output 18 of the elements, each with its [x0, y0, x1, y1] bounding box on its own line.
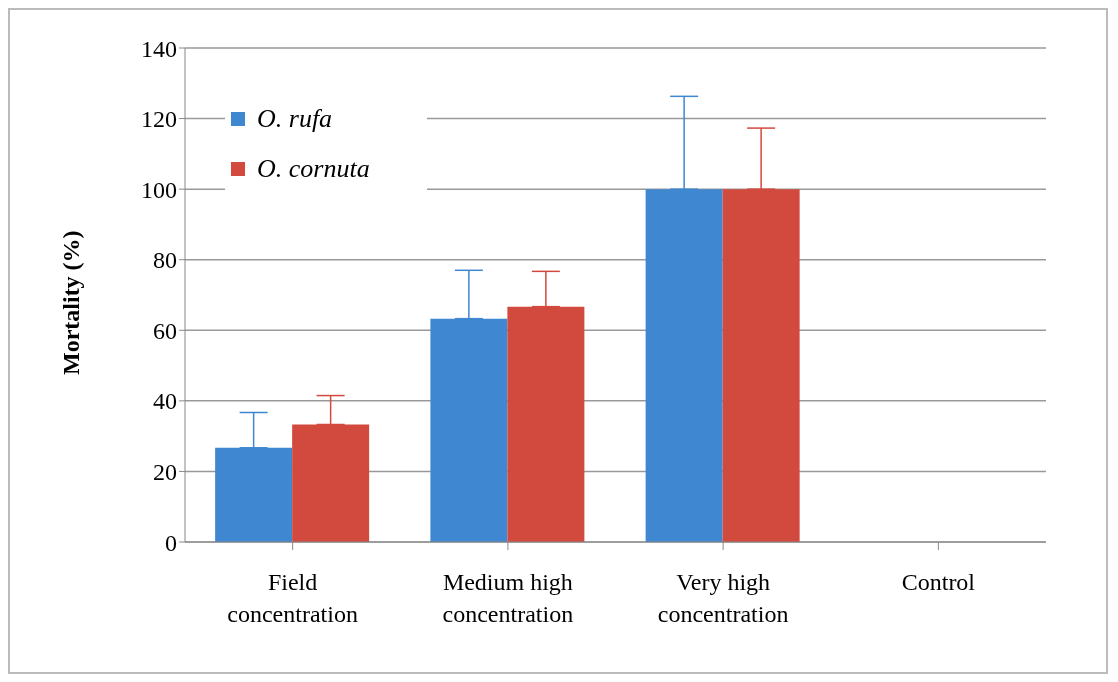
legend-label: O. rufa: [257, 104, 333, 134]
y-tick-label: 60: [153, 317, 177, 344]
x-tick-label: Control: [901, 569, 976, 595]
x-tick-label: Very high concentration: [657, 569, 789, 627]
bar: [215, 447, 293, 542]
y-tick-label: 140: [141, 35, 177, 62]
x-tick-label: Medium high concentration: [442, 569, 574, 627]
y-tick-label: 40: [153, 388, 177, 415]
y-tick-label: 100: [141, 176, 177, 203]
y-tick-label: 80: [153, 247, 177, 274]
y-axis-title: Mortality (%): [57, 230, 84, 375]
bar: [722, 189, 800, 542]
y-tick-label: 20: [153, 458, 177, 485]
y-tick-label: 0: [165, 529, 177, 556]
x-tick-label: Field concentration: [227, 569, 358, 627]
legend-label: O. cornuta: [257, 154, 370, 184]
bar: [645, 189, 723, 542]
y-tick-label: 120: [141, 106, 177, 133]
